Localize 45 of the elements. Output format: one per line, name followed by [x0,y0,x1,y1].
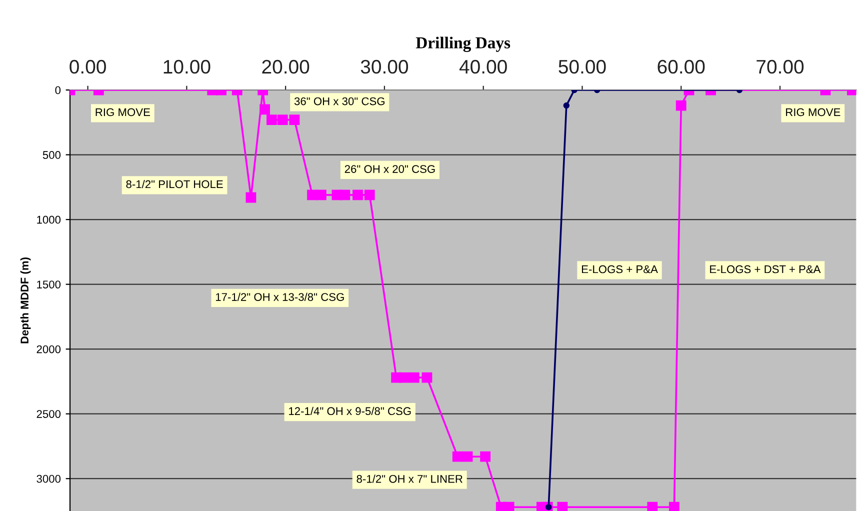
x-tick-label: 20.00 [262,60,310,74]
y-tick-label: 500 [42,151,61,159]
point [452,451,463,462]
point [480,451,491,462]
point [352,190,363,200]
point [557,502,568,511]
annotation: E-LOGS + DST + P&A [710,265,821,274]
point [316,190,326,200]
x-tick-label: 30.00 [360,60,408,74]
point [647,502,658,511]
x-tick-label: 10.00 [164,60,210,74]
y-tick-label: 0 [55,86,61,94]
point [277,114,288,126]
point [504,502,514,511]
point [462,451,473,462]
x-tick-label: 0.00 [70,60,106,74]
x-tick-label: 60.00 [658,60,705,74]
point [408,372,420,383]
annotation: 12-1/4" OH x 9-5/8" CSG [289,406,411,416]
annotation: 8-1/2" PILOT HOLE [126,180,223,188]
x-tick-label: 50.00 [558,60,606,74]
x-tick-label: 40.00 [459,60,507,74]
annotation: 26" OH x 20" CSG [344,165,435,173]
point [399,372,410,383]
y-tick-label: 2000 [36,345,61,354]
point [422,372,432,383]
x-axis-title: Drilling Days [416,36,510,52]
y-tick-label: 1000 [37,216,61,224]
annotation: 36" OH x 30" CSG [294,97,384,106]
point [289,114,300,126]
point [668,502,680,511]
y-tick-label: 1500 [37,280,61,288]
annotation: RIG MOVE [96,108,150,116]
annotation: RIG MOVE [786,108,840,116]
x-tick-label: 70.00 [756,60,804,74]
annotation: E-LOGS + P&A [582,265,658,274]
point [246,192,256,203]
y-tick-label: 2500 [36,410,61,418]
y-axis-title: Depth MDDF (m) [20,258,31,344]
annotation: 17-1/2" OH x 13-3/8" CSG [216,292,344,301]
point [340,190,350,200]
point [364,190,375,200]
point [266,114,277,126]
y-tick-label: 3000 [36,474,61,483]
annotation: 8-1/2" OH x 7" LINER [356,474,462,483]
